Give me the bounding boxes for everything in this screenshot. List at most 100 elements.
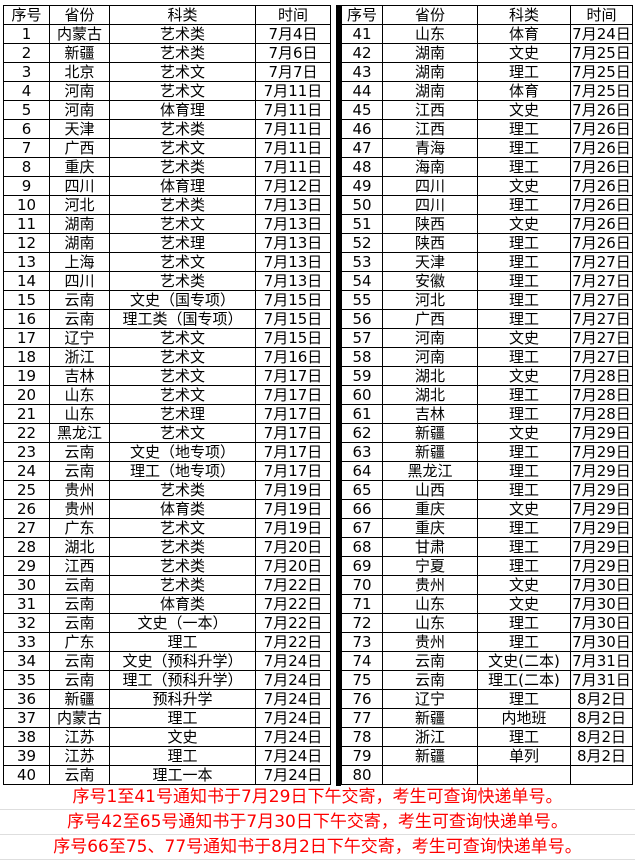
- table-cell: 理工: [477, 347, 571, 367]
- table-cell: 云南: [49, 575, 110, 595]
- table-cell: 7月30日: [570, 613, 633, 633]
- table-cell: 7月12日: [255, 176, 331, 196]
- table-cell: 理工: [477, 613, 571, 633]
- table-cell: 宁夏: [382, 556, 478, 576]
- table-cell: 艺术文: [109, 252, 256, 272]
- table-row: 53 天津 理工 7月27日: [341, 252, 633, 272]
- table-cell: 7月13日: [255, 271, 331, 291]
- table-row: 57 河南 文史 7月27日: [341, 328, 633, 348]
- table-cell: 广西: [382, 309, 478, 329]
- table-row: 70 贵州 文史 7月30日: [341, 575, 633, 595]
- table-cell: 44: [341, 81, 383, 101]
- table-row: 41 山东 体育 7月24日: [341, 24, 633, 44]
- table-cell: 7月27日: [570, 347, 633, 367]
- table-cell: 7月25日: [570, 62, 633, 82]
- table-cell: 10: [3, 195, 50, 215]
- table-row: 24 云南 理工（地专项） 7月17日: [3, 461, 331, 481]
- table-row: 62 新疆 文史 7月29日: [341, 423, 633, 443]
- table-row: 21 山东 艺术理 7月17日: [3, 404, 331, 424]
- table-cell: 7月11日: [255, 138, 331, 158]
- table-cell: 文史（一本）: [109, 613, 256, 633]
- table-cell: 7月22日: [255, 632, 331, 652]
- table-cell: 新疆: [49, 43, 110, 63]
- table-row: 68 甘肃 理工 7月29日: [341, 537, 633, 557]
- table-cell: 云南: [49, 765, 110, 785]
- table-cell: 7月16日: [255, 347, 331, 367]
- table-row: 12 湖南 艺术理 7月13日: [3, 233, 331, 253]
- table-row: 27 广东 艺术文 7月19日: [3, 518, 331, 538]
- table-row: 55 河北 理工 7月27日: [341, 290, 633, 310]
- table-cell: 文史: [477, 176, 571, 196]
- table-cell: 67: [341, 518, 383, 538]
- table-cell: 文史: [477, 575, 571, 595]
- table-cell: 7月22日: [255, 613, 331, 633]
- table-cell: 青海: [382, 138, 478, 158]
- table-cell: 65: [341, 480, 383, 500]
- table-cell: 预科升学: [109, 689, 256, 709]
- table-row: 40 云南 理工一本 7月24日: [3, 765, 331, 785]
- table-cell: 天津: [382, 252, 478, 272]
- table-cell: 文史（国专项）: [109, 290, 256, 310]
- table-cell: 理工: [109, 746, 256, 766]
- table-cell: 49: [341, 176, 383, 196]
- table-cell: 7月31日: [570, 651, 633, 671]
- table-row: 19 吉林 艺术文 7月17日: [3, 366, 331, 386]
- table-cell: 理工: [477, 480, 571, 500]
- table-cell: 7月30日: [570, 575, 633, 595]
- table-row: 25 贵州 艺术类 7月19日: [3, 480, 331, 500]
- table-cell: 山东: [49, 385, 110, 405]
- table-cell: 7月29日: [570, 423, 633, 443]
- table-row: 29 江西 艺术类 7月20日: [3, 556, 331, 576]
- table-row: 43 湖南 理工 7月25日: [341, 62, 633, 82]
- table-cell: 7月29日: [570, 480, 633, 500]
- table-cell: 15: [3, 290, 50, 310]
- table-cell: 艺术文: [109, 423, 256, 443]
- table-cell: 理工: [477, 689, 571, 709]
- table-row: 80: [341, 765, 633, 785]
- table-cell: 8月2日: [570, 727, 633, 747]
- table-cell: 34: [3, 651, 50, 671]
- table-row: 73 贵州 理工 7月30日: [341, 632, 633, 652]
- table-cell: 7月30日: [570, 594, 633, 614]
- table-cell: 30: [3, 575, 50, 595]
- table-cell: 艺术类: [109, 24, 256, 44]
- table-cell: 艺术文: [109, 138, 256, 158]
- table-row: 78 浙江 理工 8月2日: [341, 727, 633, 747]
- table-row: 79 新疆 单列 8月2日: [341, 746, 633, 766]
- table-cell: 75: [341, 670, 383, 690]
- table-cell: 北京: [49, 62, 110, 82]
- table-cell: 浙江: [49, 347, 110, 367]
- table-row: 33 广东 理工 7月22日: [3, 632, 331, 652]
- table-cell: 71: [341, 594, 383, 614]
- table-cell: 理工: [477, 290, 571, 310]
- table-cell: 7月17日: [255, 366, 331, 386]
- table-cell: 25: [3, 480, 50, 500]
- table-cell: 艺术理: [109, 404, 256, 424]
- table-cell: 22: [3, 423, 50, 443]
- table-cell: 贵州: [382, 632, 478, 652]
- table-cell: 7月24日: [255, 689, 331, 709]
- table-cell: 云南: [49, 670, 110, 690]
- table-cell: 7月22日: [255, 575, 331, 595]
- table-row: 22 黑龙江 艺术文 7月17日: [3, 423, 331, 443]
- table-cell: 7月17日: [255, 461, 331, 481]
- table-cell: 7月11日: [255, 119, 331, 139]
- table-cell: 山东: [49, 404, 110, 424]
- table-cell: 7月29日: [570, 518, 633, 538]
- table-cell: 文史: [477, 100, 571, 120]
- table-row: 47 青海 理工 7月26日: [341, 138, 633, 158]
- table-cell: 7月17日: [255, 385, 331, 405]
- table-cell: 7月17日: [255, 423, 331, 443]
- table-cell: 37: [3, 708, 50, 728]
- table-cell: 重庆: [49, 157, 110, 177]
- table-cell: 重庆: [382, 499, 478, 519]
- table-cell: 7月29日: [570, 537, 633, 557]
- table-cell: 7月19日: [255, 518, 331, 538]
- table-cell: 河南: [49, 100, 110, 120]
- table-row: 13 上海 艺术文 7月13日: [3, 252, 331, 272]
- table-cell: 58: [341, 347, 383, 367]
- table-cell: 50: [341, 195, 383, 215]
- table-body-right: 41 山东 体育 7月24日 42 湖南 文史 7月25日 43 湖南 理工 7月25日 44 湖南 体育 7…: [341, 24, 633, 785]
- table-cell: [382, 765, 478, 785]
- table-cell: 7月11日: [255, 157, 331, 177]
